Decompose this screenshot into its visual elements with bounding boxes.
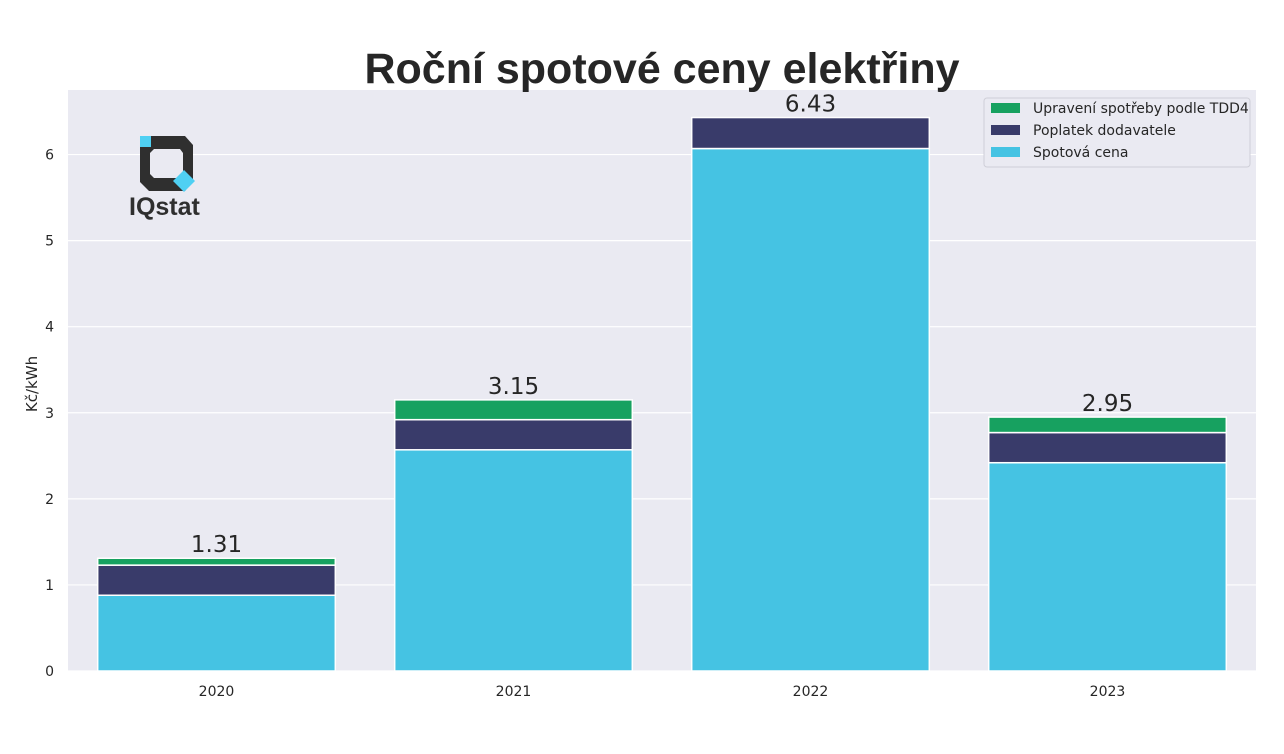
legend: Upravení spotřeby podle TDD4 Poplatek dod…: [983, 97, 1251, 168]
bar-segment: [96, 557, 337, 566]
bar-segment: [96, 564, 337, 597]
y-axis-label: Kč/kWh: [23, 356, 41, 412]
total-label: 3.15: [488, 374, 539, 400]
bar-segment: [393, 399, 634, 421]
y-tick-label: 3: [45, 406, 54, 422]
legend-label: Poplatek dodavatele: [1033, 123, 1176, 139]
x-tick-label: 2022: [793, 684, 829, 700]
legend-swatch: [991, 147, 1020, 157]
total-labels: 1.31 3.15 6.43 2.95: [191, 92, 1133, 559]
y-tick-label: 0: [45, 664, 54, 680]
logo-text: IQstat: [129, 193, 201, 221]
iqstat-logo-icon: [140, 136, 195, 192]
bar-segment: [393, 418, 634, 451]
legend-label: Upravení spotřeby podle TDD4: [1033, 101, 1249, 117]
total-label: 2.95: [1082, 391, 1133, 417]
total-label: 6.43: [785, 92, 836, 118]
bar-segment: [690, 147, 931, 672]
y-tick-label: 4: [45, 320, 54, 336]
bar-segment: [96, 594, 337, 672]
x-tick-label: 2021: [496, 684, 532, 700]
x-tick-label: 2023: [1090, 684, 1126, 700]
bar-segment: [393, 449, 634, 672]
y-tick-label: 5: [45, 234, 54, 250]
total-label: 1.31: [191, 532, 242, 558]
legend-swatch: [991, 103, 1020, 113]
y-tick-label: 6: [45, 148, 54, 164]
bar-segment: [987, 416, 1228, 434]
legend-swatch: [991, 125, 1020, 135]
x-axis-ticks: 2020 2021 2022 2023: [199, 684, 1126, 700]
bar-segment: [987, 431, 1228, 464]
legend-label: Spotová cena: [1033, 145, 1128, 161]
x-tick-label: 2020: [199, 684, 235, 700]
iqstat-logo: IQstat: [129, 136, 201, 221]
bar-segment: [987, 461, 1228, 672]
chart-title: Roční spotové ceny elektřiny: [364, 45, 959, 93]
y-tick-label: 2: [45, 492, 54, 508]
y-axis-ticks: 0 1 2 3 4 5 6: [45, 148, 54, 680]
bars: [96, 116, 1228, 672]
y-tick-label: 1: [45, 578, 54, 594]
legend-box: [983, 97, 1251, 168]
bar-segment: [690, 116, 931, 150]
